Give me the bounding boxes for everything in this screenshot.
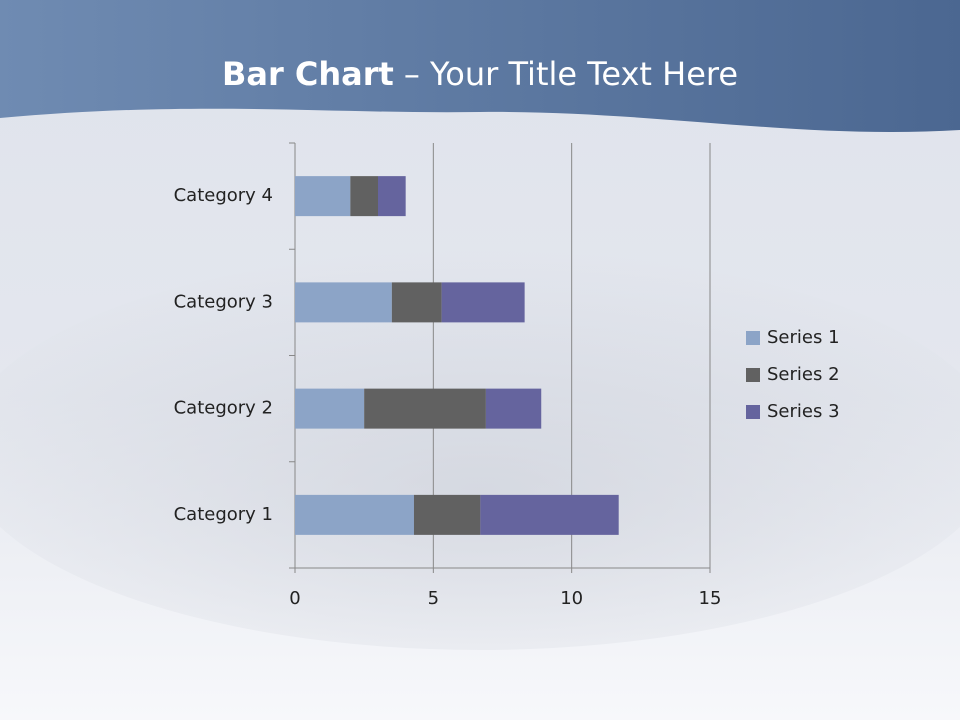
slide-title: Bar Chart – Your Title Text Here <box>222 55 738 93</box>
legend-swatch <box>746 368 760 382</box>
legend-label: Series 2 <box>767 364 840 385</box>
legend-swatch <box>746 331 760 345</box>
bar <box>413 494 481 535</box>
bar <box>295 282 392 323</box>
y-tick-label: Category 2 <box>174 398 273 419</box>
y-tick-label: Category 3 <box>174 291 273 312</box>
title-bold: Bar Chart <box>222 55 394 93</box>
bar <box>441 282 525 323</box>
x-tick-label: 5 <box>428 588 439 609</box>
bar <box>350 176 378 217</box>
bar <box>295 388 365 429</box>
bar <box>485 388 542 429</box>
legend-swatch <box>746 405 760 419</box>
legend-label: Series 3 <box>767 401 840 422</box>
bar <box>364 388 486 429</box>
x-tick-label: 15 <box>699 588 722 609</box>
y-tick-label: Category 1 <box>174 504 273 525</box>
trees <box>0 250 960 650</box>
y-tick-label: Category 4 <box>174 185 273 206</box>
bar <box>391 282 442 323</box>
title-rest: – Your Title Text Here <box>404 55 738 93</box>
bar <box>480 494 619 535</box>
legend-label: Series 1 <box>767 327 840 348</box>
bar <box>295 494 414 535</box>
bar <box>295 176 351 217</box>
x-tick-label: 0 <box>289 588 300 609</box>
bar <box>378 176 406 217</box>
header-band <box>0 0 960 133</box>
x-tick-label: 10 <box>560 588 583 609</box>
